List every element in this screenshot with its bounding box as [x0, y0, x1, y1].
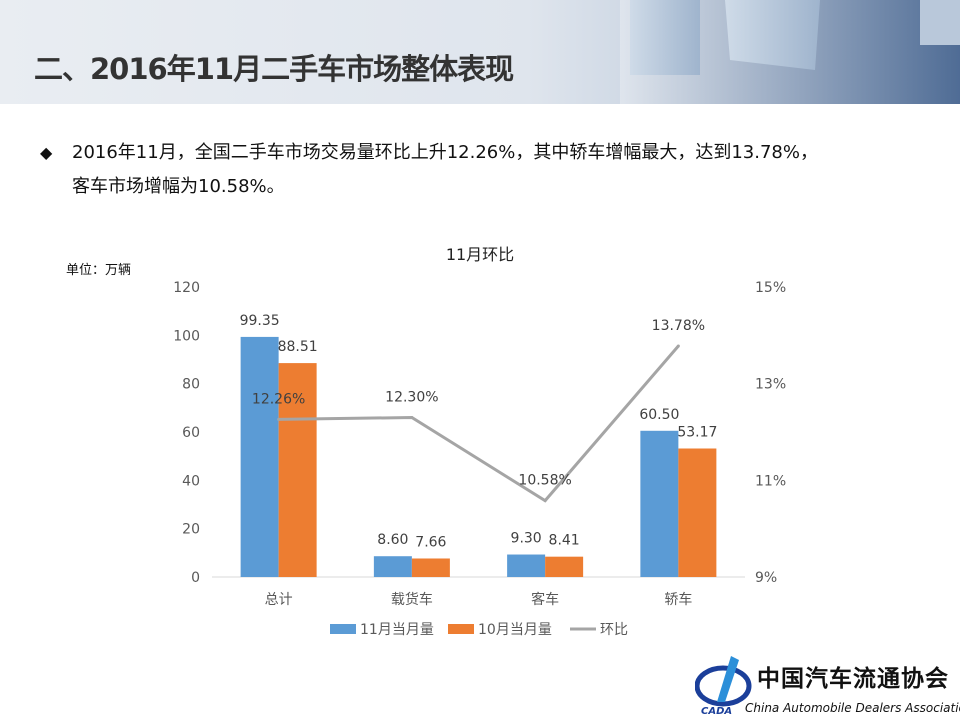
unit-label: 单位：万辆 — [66, 263, 131, 278]
legend-label: 环比 — [600, 622, 628, 638]
legend-swatch — [330, 624, 356, 634]
bar-data-label: 7.66 — [415, 534, 446, 550]
bar-oct — [278, 363, 317, 577]
bar-data-label: 88.51 — [278, 339, 318, 355]
y2-tick-label: 13% — [755, 377, 786, 393]
line-series-huanbi — [278, 344, 680, 503]
bar-nov — [240, 336, 279, 577]
line-point — [410, 416, 414, 419]
line-data-label: 12.30% — [385, 390, 438, 406]
bar-data-label: 9.30 — [511, 531, 542, 547]
summary-line-2: 客车市场增幅为10.58%。 — [72, 176, 285, 197]
svg-text:中国汽车流通协会: 中国汽车流通协会 — [757, 665, 949, 692]
line-point — [676, 344, 680, 348]
svg-text:China Automobile Dealers Assoc: China Automobile Dealers Association — [745, 701, 960, 715]
line-data-label: 12.26% — [252, 391, 305, 407]
legend-label: 11月当月量 — [360, 622, 434, 638]
y2-tick-label: 11% — [755, 473, 786, 489]
legend-swatch — [448, 624, 474, 634]
y-tick-label: 100 — [173, 328, 200, 344]
summary-bullet: ◆ 2016年11月，全国二手车市场交易量环比上升12.26%，其中轿车增幅最大… — [40, 136, 940, 204]
y-tick-label: 40 — [182, 473, 200, 489]
page-title: 二、2016年11月二手车市场整体表现 — [34, 52, 514, 86]
chart-title: 11月环比 — [446, 245, 514, 264]
y-tick-label: 20 — [182, 522, 200, 538]
x-tick-label: 总计 — [265, 592, 293, 608]
y-tick-label: 60 — [182, 425, 200, 441]
y-tick-label: 80 — [182, 377, 200, 393]
bar-nov — [640, 430, 679, 577]
bar-oct — [545, 556, 584, 577]
cada-logo: CADA 中国汽车流通协会 China Automobile Dealers A… — [694, 652, 960, 718]
diamond-bullet-icon: ◆ — [40, 143, 53, 162]
y2-tick-label: 15% — [755, 280, 786, 296]
line-point — [277, 417, 281, 421]
bar-data-label: 99.35 — [240, 313, 280, 329]
y-tick-label: 120 — [173, 280, 200, 296]
bar-data-label: 53.17 — [677, 425, 717, 441]
legend-label: 10月当月量 — [478, 622, 552, 638]
bar-nov — [507, 554, 546, 577]
x-tick-label: 载货车 — [391, 591, 433, 608]
bar-data-label: 8.41 — [549, 533, 580, 549]
line-data-label: 13.78% — [652, 318, 705, 334]
cubes-image — [620, 0, 960, 104]
line-data-label: 10.58% — [518, 473, 571, 489]
bar-nov — [373, 556, 412, 577]
svg-text:CADA: CADA — [701, 706, 732, 717]
x-tick-label: 轿车 — [664, 591, 692, 608]
line-point — [543, 499, 547, 503]
summary-line-1: 2016年11月，全国二手车市场交易量环比上升12.26%，其中轿车增幅最大，达… — [72, 142, 818, 163]
y2-tick-label: 9% — [755, 570, 777, 586]
bar-data-label: 8.60 — [377, 532, 408, 548]
x-tick-label: 客车 — [531, 591, 559, 608]
bar-oct — [678, 448, 717, 577]
header-banner: 二、2016年11月二手车市场整体表现 — [0, 0, 960, 104]
bar-oct — [411, 558, 450, 577]
y-tick-label: 0 — [191, 570, 200, 586]
bar-data-label: 60.50 — [639, 407, 679, 423]
